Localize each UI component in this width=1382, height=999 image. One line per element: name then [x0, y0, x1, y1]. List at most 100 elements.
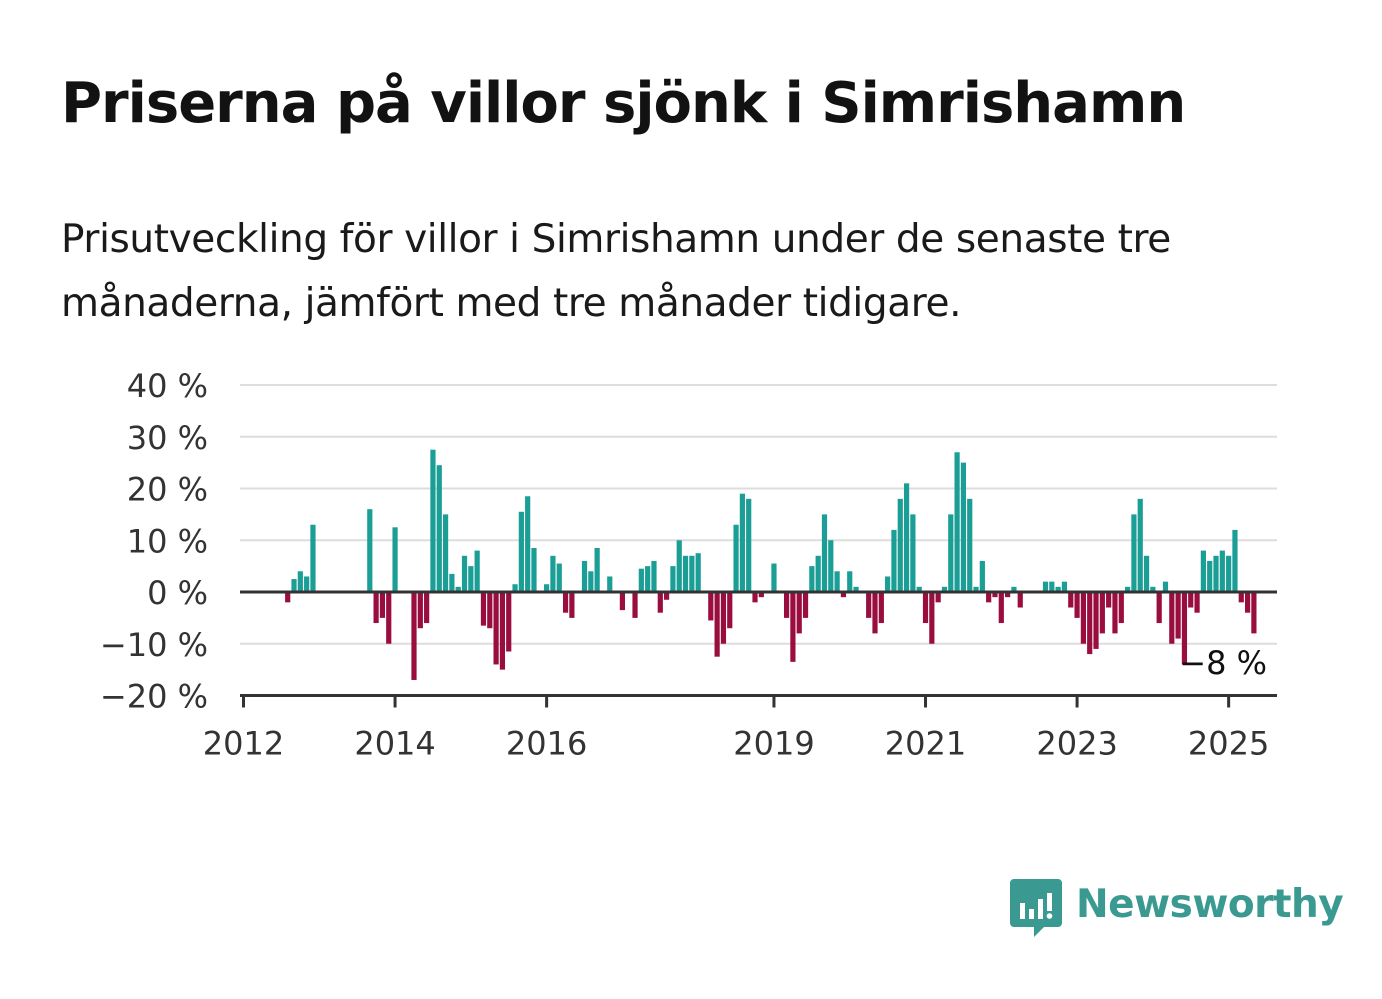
- bar: [1055, 586, 1061, 592]
- x-tick-label: 2025: [1188, 725, 1269, 763]
- y-tick-label: 0 %: [147, 574, 208, 612]
- bar: [550, 555, 556, 593]
- bar: [373, 592, 379, 624]
- bar: [796, 592, 802, 634]
- x-tick-label: 2012: [203, 725, 284, 763]
- bar: [840, 592, 847, 598]
- bar: [802, 592, 809, 618]
- bar: [518, 511, 524, 592]
- bar: [1200, 550, 1206, 592]
- bar: [651, 560, 657, 592]
- bar: [828, 540, 834, 592]
- bar: [544, 584, 550, 592]
- bar: [392, 527, 398, 592]
- bar: [1143, 555, 1150, 593]
- bar: [632, 592, 638, 618]
- bar: [499, 592, 506, 670]
- bar: [992, 592, 998, 598]
- bar: [809, 566, 815, 593]
- bar: [619, 592, 625, 611]
- bar: [973, 586, 979, 592]
- x-tick-label: 2023: [1036, 725, 1117, 763]
- bar: [916, 586, 922, 592]
- bar: [1011, 586, 1017, 592]
- bar: [569, 592, 575, 618]
- bar: [417, 592, 423, 629]
- bar: [310, 524, 316, 592]
- y-tick-label: 40 %: [127, 367, 208, 405]
- bar: [493, 592, 499, 665]
- bar: [695, 553, 701, 592]
- bar: [480, 592, 487, 626]
- chart-title: Priserna på villor sjönk i Simrishamn: [61, 71, 1186, 136]
- bar: [967, 498, 973, 592]
- bar: [512, 584, 518, 592]
- bar: [1169, 592, 1175, 644]
- bar: [1251, 592, 1257, 634]
- bar: [771, 563, 777, 592]
- bar: [821, 514, 828, 593]
- bar: [411, 592, 417, 680]
- bar: [1068, 592, 1074, 608]
- bar: [733, 524, 739, 592]
- bar: [708, 592, 714, 621]
- bar: [379, 592, 386, 618]
- price-change-bar-chart: 40 % 30 % 20 % 10 % 0 % −10 % −20 % 2012 2014 201…: [100, 367, 1277, 763]
- bar: [897, 498, 903, 592]
- bar: [783, 592, 790, 618]
- bar: [1238, 592, 1244, 603]
- bar: [885, 576, 891, 592]
- bar: [1112, 592, 1118, 634]
- bar: [948, 514, 954, 593]
- bar: [1219, 550, 1225, 592]
- y-tick-label: −20 %: [100, 678, 208, 716]
- bar: [1017, 592, 1023, 608]
- bar: [1074, 592, 1080, 618]
- bar: [1244, 592, 1251, 613]
- bar: [594, 548, 600, 592]
- bar: [922, 592, 929, 624]
- bar: [752, 592, 758, 603]
- bar: [1150, 586, 1156, 592]
- bar: [815, 555, 821, 593]
- bar: [430, 449, 436, 592]
- bar: [891, 529, 897, 592]
- bar: [910, 514, 916, 593]
- bar: [941, 586, 948, 592]
- bar: [847, 571, 853, 592]
- bar: [297, 571, 303, 592]
- brand-name: Newsworthy: [1076, 882, 1344, 927]
- labels: 40 % 30 % 20 % 10 % 0 % −10 % −20 % 2012 2014 201…: [100, 367, 1269, 763]
- bar: [903, 483, 910, 592]
- bar: [682, 555, 689, 593]
- bar: [638, 568, 644, 592]
- x-tick-label: 2021: [885, 725, 966, 763]
- bar: [1213, 555, 1219, 593]
- bar: [468, 566, 474, 593]
- newsworthy-chart-bubble-icon: [1010, 879, 1062, 937]
- bar: [664, 592, 670, 600]
- bar: [1194, 592, 1200, 613]
- bar: [1118, 592, 1124, 624]
- bar: [1188, 592, 1194, 608]
- bar: [562, 592, 569, 613]
- bar: [1106, 592, 1112, 608]
- y-tick-label: 30 %: [127, 419, 208, 457]
- bar: [929, 592, 935, 644]
- bar: [1099, 592, 1105, 634]
- bars: [285, 449, 1257, 680]
- bar: [1232, 529, 1238, 592]
- bar: [367, 509, 373, 592]
- bar: [436, 465, 442, 592]
- bar: [291, 579, 297, 592]
- bar: [525, 496, 531, 592]
- axes: [240, 590, 1277, 708]
- bar: [979, 560, 985, 592]
- bar: [304, 576, 310, 592]
- bar: [878, 592, 884, 624]
- bar: [285, 592, 291, 603]
- bar: [960, 462, 967, 593]
- bar: [1156, 592, 1162, 624]
- last-value-label: −8 %: [1179, 644, 1267, 682]
- bar: [581, 560, 588, 592]
